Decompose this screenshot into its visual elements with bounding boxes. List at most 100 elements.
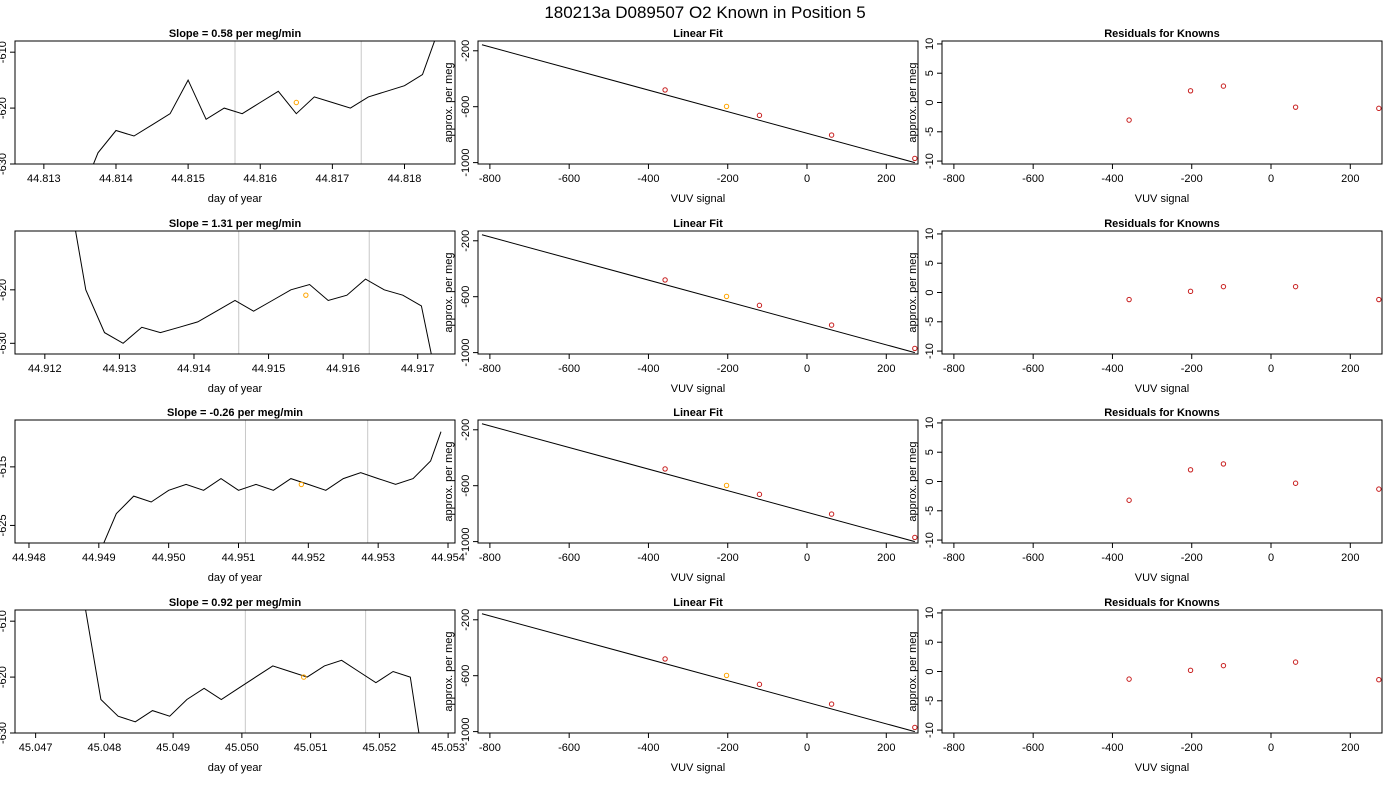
data-point (1187, 467, 1194, 473)
panel-title: Linear Fit (673, 218, 723, 230)
x-tick-label: 44.954 (431, 552, 465, 564)
panel-title: Slope = 1.31 per meg/min (169, 218, 302, 230)
panel-title: Residuals for Knowns (1104, 28, 1220, 40)
x-tick-label: -600 (558, 363, 580, 375)
x-tick-label: 44.950 (152, 552, 186, 564)
x-tick-label: 200 (877, 363, 895, 375)
highlight-point (723, 293, 730, 300)
y-tick-label: -10 (924, 532, 936, 548)
data-point (1292, 104, 1299, 110)
x-axis-label: VUV signal (671, 572, 725, 584)
y-tick-label: 10 (924, 228, 936, 240)
x-tick-label: 45.053 (431, 742, 465, 754)
y-tick-label: -1000 (460, 339, 472, 367)
panel-grid: Slope = 0.58 per meg/min 44.813 44.814 44.8… (0, 28, 1383, 774)
x-tick-label: -400 (1101, 173, 1123, 185)
x-tick-label: 200 (877, 552, 895, 564)
data-point (828, 511, 835, 517)
fit-line (481, 423, 915, 543)
y-tick-label: -5 (924, 317, 936, 327)
x-tick-label: -200 (717, 173, 739, 185)
highlight-point (723, 672, 730, 679)
plot-area (481, 44, 918, 164)
x-tick-label: -600 (558, 742, 580, 754)
x-tick-label: 45.050 (225, 742, 259, 754)
data-point (662, 656, 668, 662)
x-tick-label: -600 (558, 552, 580, 564)
series-line (103, 431, 442, 543)
x-axis-label: VUV signal (1135, 383, 1189, 395)
data-point (1292, 659, 1299, 665)
data-point (756, 112, 763, 119)
x-axis-label: day of year (208, 193, 263, 205)
x-tick-label: -800 (943, 742, 965, 754)
data-point (912, 345, 918, 352)
x-tick-label: -800 (943, 363, 965, 375)
y-tick-label: -200 (460, 609, 472, 631)
data-point (1126, 117, 1132, 123)
x-tick-label: 45.052 (363, 742, 397, 754)
panel-0-1: Linear Fit -800 -600 -400 -200 0 200 -200 -600 -1… (443, 28, 919, 205)
data-point (756, 302, 763, 309)
panel-title: Slope = 0.58 per meg/min (169, 28, 302, 40)
x-tick-label: 0 (1268, 363, 1274, 375)
data-point (1220, 461, 1227, 467)
x-tick-label: 0 (1268, 742, 1274, 754)
plot-frame (14, 40, 456, 165)
y-tick-label: -610 (0, 610, 9, 632)
y-tick-label: -620 (0, 666, 9, 688)
y-tick-label: -630 (0, 722, 9, 744)
x-tick-label: 0 (804, 552, 810, 564)
y-tick-label: -630 (0, 332, 9, 354)
data-point (828, 132, 835, 138)
panel-3-0: Slope = 0.92 per meg/min 45.047 45.048 45.0… (0, 597, 465, 774)
fit-line (481, 613, 915, 733)
panel-title: Slope = 0.92 per meg/min (169, 597, 302, 609)
plot-area (85, 610, 420, 733)
x-tick-label: 44.951 (222, 552, 256, 564)
x-tick-label: -200 (1181, 552, 1203, 564)
y-tick-label: -600 (460, 665, 472, 687)
y-tick-label: 10 (924, 417, 936, 429)
plot-frame (477, 230, 919, 355)
x-tick-label: -400 (1101, 552, 1123, 564)
series-line (75, 231, 432, 354)
x-axis-label: day of year (208, 572, 263, 584)
x-tick-label: 44.817 (316, 173, 350, 185)
x-tick-label: 0 (1268, 552, 1274, 564)
y-tick-label: 0 (924, 668, 936, 674)
y-tick-label: -1000 (460, 528, 472, 556)
plot-frame (477, 419, 919, 544)
x-tick-label: 44.917 (401, 363, 435, 375)
x-axis-label: VUV signal (671, 193, 725, 205)
data-point (1187, 88, 1194, 94)
plot-area (1126, 83, 1382, 123)
x-tick-label: 0 (804, 173, 810, 185)
data-point (1220, 283, 1227, 290)
panel-title: Linear Fit (673, 407, 723, 419)
y-axis-label: approx. per meg (907, 631, 919, 711)
data-point (828, 322, 835, 328)
y-tick-label: -600 (460, 286, 472, 308)
data-point (1292, 283, 1299, 290)
plot-area (481, 234, 918, 354)
x-axis-label: VUV signal (1135, 762, 1189, 774)
panel-3-1: Linear Fit -800 -600 -400 -200 0 200 -200 -600 -1… (443, 597, 919, 774)
x-tick-label: 0 (804, 363, 810, 375)
x-axis-label: VUV signal (671, 762, 725, 774)
y-tick-label: 0 (924, 478, 936, 484)
x-tick-label: -400 (1101, 363, 1123, 375)
y-tick-label: -200 (460, 419, 472, 441)
x-tick-label: 44.949 (82, 552, 116, 564)
highlight-point (301, 674, 307, 680)
x-tick-label: -200 (717, 363, 739, 375)
x-tick-label: 44.913 (103, 363, 137, 375)
x-tick-label: 0 (1268, 173, 1274, 185)
plot-frame (941, 40, 1383, 165)
fit-line (481, 234, 915, 354)
panel-0-2: Residuals for Knowns -800 -600 -400 -200 0 200… (907, 28, 1383, 205)
data-point (828, 701, 835, 707)
y-axis-label: approx. per meg (443, 441, 455, 521)
x-tick-label: 44.914 (177, 363, 211, 375)
